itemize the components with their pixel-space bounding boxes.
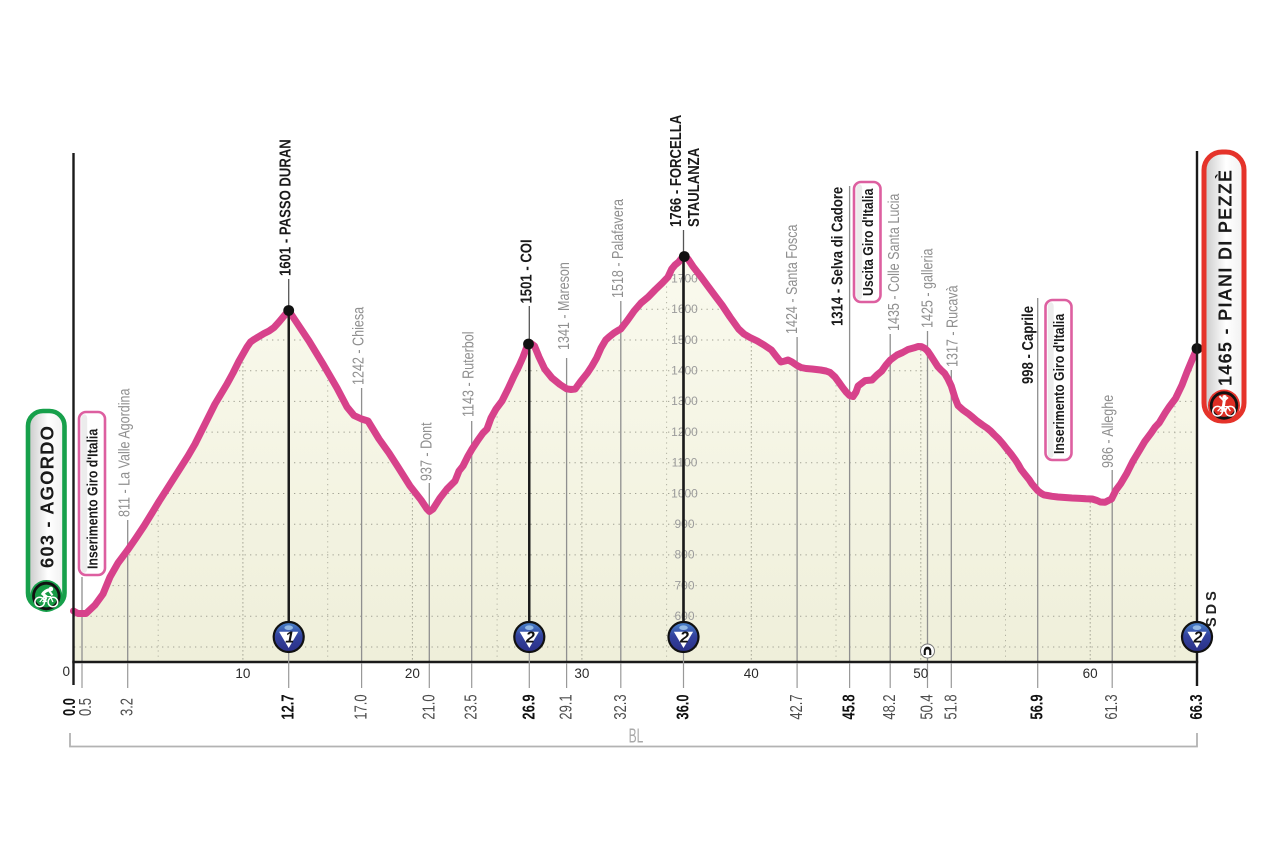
- svg-text:61.3: 61.3: [1102, 694, 1122, 719]
- svg-text:Inserimento Giro d'Italia: Inserimento Giro d'Italia: [84, 428, 100, 569]
- svg-text:17.0: 17.0: [352, 694, 372, 719]
- svg-text:26.9: 26.9: [519, 694, 539, 719]
- svg-text:48.2: 48.2: [880, 694, 900, 719]
- svg-text:2: 2: [525, 630, 535, 647]
- svg-text:50: 50: [913, 666, 928, 681]
- svg-text:1766 - FORCELLA: 1766 - FORCELLA: [668, 114, 685, 227]
- svg-text:0.5: 0.5: [76, 698, 96, 716]
- svg-text:12.7: 12.7: [279, 694, 299, 719]
- svg-text:20: 20: [405, 666, 420, 681]
- svg-text:1424 - Santa Fosca: 1424 - Santa Fosca: [783, 224, 800, 334]
- svg-text:36.0: 36.0: [674, 694, 694, 719]
- svg-text:1314 - Selva di Cadore: 1314 - Selva di Cadore: [829, 187, 846, 326]
- svg-text:29.1: 29.1: [557, 694, 577, 719]
- svg-text:51.8: 51.8: [941, 694, 961, 719]
- svg-text:Uscita Giro d'Italia: Uscita Giro d'Italia: [860, 188, 876, 296]
- svg-text:50.4: 50.4: [918, 694, 938, 719]
- svg-text:60: 60: [1083, 666, 1098, 681]
- svg-text:937 - Dont: 937 - Dont: [417, 422, 434, 481]
- svg-text:998 - Caprile: 998 - Caprile: [1020, 306, 1037, 384]
- svg-text:1501 - COI: 1501 - COI: [518, 239, 535, 303]
- svg-text:1143 - Ruterbol: 1143 - Ruterbol: [459, 331, 476, 417]
- svg-text:45.8: 45.8: [840, 694, 860, 719]
- svg-text:603 - AGORDO: 603 - AGORDO: [37, 425, 58, 568]
- svg-text:1341 - Mareson: 1341 - Mareson: [555, 262, 572, 350]
- svg-text:1435 - Colle Santa Lucia: 1435 - Colle Santa Lucia: [885, 193, 902, 331]
- svg-text:1518 - Palafavera: 1518 - Palafavera: [609, 199, 626, 298]
- svg-text:66.3: 66.3: [1187, 694, 1207, 719]
- svg-text:0: 0: [62, 664, 70, 679]
- svg-text:1601 - PASSO DURAN: 1601 - PASSO DURAN: [278, 139, 295, 276]
- svg-text:2: 2: [679, 630, 689, 647]
- svg-text:1465 - PIANI DI PEZZÈ: 1465 - PIANI DI PEZZÈ: [1215, 169, 1236, 386]
- svg-text:23.5: 23.5: [462, 694, 482, 719]
- svg-text:811 - La Valle Agordina: 811 - La Valle Agordina: [115, 388, 132, 517]
- svg-text:40: 40: [744, 666, 759, 681]
- svg-text:0.0: 0.0: [60, 698, 80, 716]
- svg-text:986 - Alleghe: 986 - Alleghe: [1099, 395, 1116, 468]
- svg-text:1: 1: [285, 630, 294, 647]
- svg-text:1425 - galleria: 1425 - galleria: [918, 248, 935, 328]
- svg-text:21.0: 21.0: [419, 694, 439, 719]
- svg-text:56.9: 56.9: [1028, 694, 1048, 719]
- svg-text:BL: BL: [629, 726, 644, 748]
- svg-text:Inserimento Giro d'Italia: Inserimento Giro d'Italia: [1051, 313, 1067, 454]
- svg-text:42.7: 42.7: [787, 694, 807, 719]
- svg-text:SDS: SDS: [1204, 588, 1220, 627]
- svg-text:2: 2: [1193, 630, 1203, 647]
- svg-text:10: 10: [235, 666, 250, 681]
- svg-text:1317 - Rucavà: 1317 - Rucavà: [943, 285, 960, 367]
- svg-text:32.3: 32.3: [611, 694, 631, 719]
- svg-text:30: 30: [574, 666, 589, 681]
- svg-text:3.2: 3.2: [118, 698, 138, 716]
- svg-text:1242 - Chiesa: 1242 - Chiesa: [349, 307, 366, 385]
- svg-text:STAULANZA: STAULANZA: [686, 147, 703, 227]
